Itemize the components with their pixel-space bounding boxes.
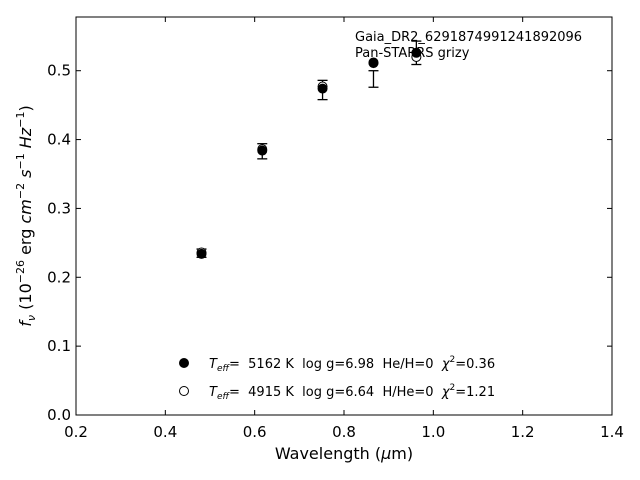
point-filled [317,83,328,94]
y-tick-label: 0.1 [47,337,71,355]
y-axis-label: fν (10−26 erg cm−2 s−1 Hz−1) [14,105,38,326]
x-tick-label: 1.0 [421,423,445,441]
data-points [196,40,422,259]
x-tick-label: 0.8 [332,423,356,441]
point-filled [257,145,268,156]
legend: Teff= 5162 K log g=6.98 He/H=0 χ2=0.36 T… [179,355,495,402]
point-filled [411,47,422,58]
y-tick-label: 0.4 [47,131,71,149]
annotation-survey: Pan-STARRS grizy [355,46,470,61]
legend-marker-filled [179,358,189,368]
x-tick-label: 1.4 [600,423,624,441]
tick-labels: 0.2 0.4 0.6 0.8 1.0 1.2 1.4 0.0 0.1 0.2 0.3 0.4 0.5 [47,62,624,441]
legend-entry-filled: Teff= 5162 K log g=6.98 He/H=0 χ2=0.36 [209,355,495,374]
x-tick-label: 0.6 [243,423,267,441]
plot-frame [75,16,613,416]
x-tick-label: 0.4 [153,423,177,441]
y-tick-label: 0.0 [47,406,71,424]
legend-marker-open [179,386,189,396]
annotation-object-id: Gaia_DR2_6291874991241892096 [355,30,582,45]
x-tick-label: 0.2 [64,423,88,441]
y-tick-label: 0.5 [47,62,71,80]
y-tick-label: 0.2 [47,268,71,286]
x-axis-label: Wavelength (μm) [275,444,413,463]
point-filled [368,57,379,68]
y-tick-label: 0.3 [47,199,71,217]
point-filled [196,248,207,259]
x-tick-label: 1.2 [511,423,535,441]
legend-entry-open: Teff= 4915 K log g=6.64 H/He=0 χ2=1.21 [209,383,495,402]
